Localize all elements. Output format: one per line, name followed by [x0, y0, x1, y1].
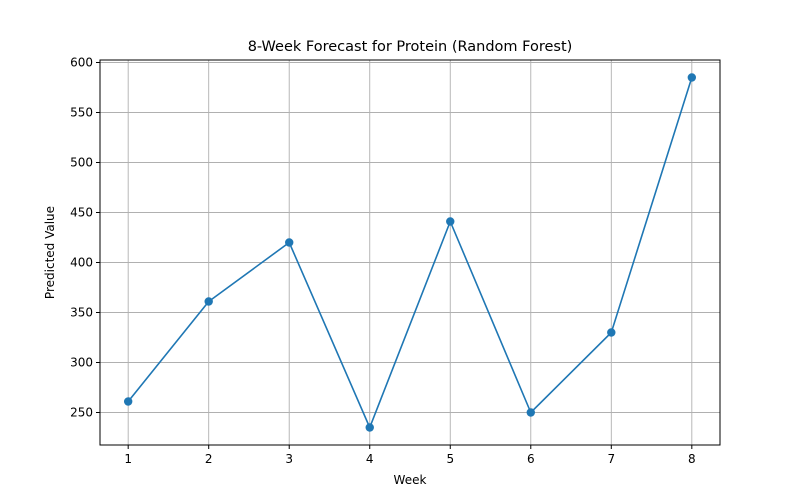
grid	[100, 60, 720, 445]
data-point	[365, 423, 374, 432]
y-tick-label: 350	[70, 306, 93, 320]
data-point	[204, 297, 213, 306]
data-point	[285, 238, 294, 247]
y-axis-label: Predicted Value	[43, 206, 57, 299]
x-tick-label: 1	[124, 452, 132, 466]
y-tick-label: 250	[70, 406, 93, 420]
y-tick-label: 450	[70, 206, 93, 220]
x-axis-label: Week	[394, 473, 427, 487]
series-layer	[123, 73, 697, 432]
plot-frame	[99, 59, 721, 446]
x-tick-label: 2	[205, 452, 213, 466]
x-tick-label: 4	[366, 452, 374, 466]
y-tick-label: 300	[70, 356, 93, 370]
data-point	[123, 397, 133, 406]
y-tick-label: 500	[70, 156, 93, 170]
x-tick-label: 6	[527, 452, 535, 466]
data-point	[446, 217, 455, 226]
y-tick-label: 400	[70, 256, 93, 270]
data-point	[687, 73, 697, 82]
chart-title: 8-Week Forecast for Protein (Random Fore…	[248, 39, 573, 55]
y-tick-label: 600	[70, 56, 93, 70]
data-point	[607, 328, 616, 337]
data-point	[526, 408, 535, 417]
y-tick-label: 550	[70, 106, 93, 120]
ticks: 1 2 3 4 5 6 7 8 250 300 350 400 450 500 550 600	[70, 56, 696, 467]
x-tick-label: 8	[688, 452, 696, 466]
series-line	[127, 77, 693, 429]
x-tick-label: 3	[285, 452, 293, 466]
x-tick-label: 7	[607, 452, 615, 466]
x-tick-label: 5	[446, 452, 454, 466]
